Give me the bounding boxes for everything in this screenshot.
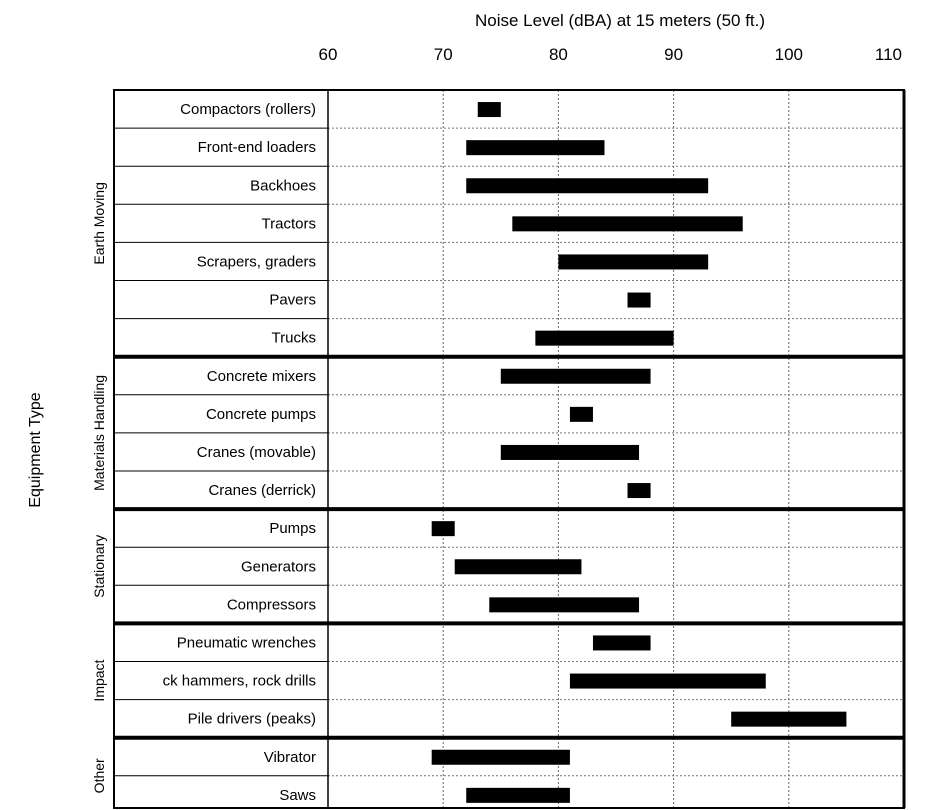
noise-range-bar: [454, 559, 582, 575]
noise-range-bar: [466, 140, 605, 156]
noise-range-bar: [558, 254, 709, 270]
group-label: Impact: [91, 659, 107, 701]
category-label: Compactors (rollers): [180, 101, 316, 118]
noise-range-bar: [500, 368, 651, 384]
category-label: Front-end loaders: [198, 139, 316, 156]
x-tick-label: 80: [549, 45, 568, 64]
category-label: Backhoes: [250, 177, 316, 194]
noise-range-bar: [731, 711, 847, 727]
plot-frame: [113, 89, 906, 809]
chart-title: Noise Level (dBA) at 15 meters (50 ft.): [475, 11, 765, 30]
noise-range-bar: [627, 483, 651, 499]
group-label: Materials Handling: [91, 375, 107, 491]
x-tick-label: 110: [875, 45, 902, 64]
equipment-rows: Compactors (rollers) Front-end loaders Bac…: [91, 101, 904, 804]
category-label: Concrete pumps: [206, 406, 316, 423]
y-axis-title: Equipment Type: [27, 392, 44, 507]
noise-range-bar: [466, 178, 709, 194]
x-tick-label: 100: [775, 45, 803, 64]
category-label: Generators: [241, 558, 316, 575]
group-label: Stationary: [91, 535, 107, 598]
noise-range-bar: [500, 444, 640, 460]
category-label: Vibrator: [264, 749, 316, 766]
category-label: Pile drivers (peaks): [188, 711, 316, 728]
noise-range-bar: [431, 521, 455, 537]
noise-range-bar: [431, 749, 570, 765]
noise-range-bars: [431, 102, 847, 803]
x-tick-labels: 60 70 80 90 100 110: [319, 45, 902, 64]
group-label: Earth Moving: [91, 182, 107, 264]
category-label: Scrapers, graders: [197, 253, 316, 270]
noise-range-bar: [466, 787, 570, 803]
category-label: Cranes (derrick): [208, 482, 316, 499]
group-label: Other: [91, 758, 107, 793]
category-label: Cranes (movable): [197, 444, 316, 461]
noise-range-bar: [489, 597, 640, 613]
category-label: Pneumatic wrenches: [177, 634, 316, 651]
x-tick-label: 90: [664, 45, 683, 64]
noise-range-bar: [569, 673, 766, 689]
category-label: Pumps: [269, 520, 316, 537]
noise-range-bar: [477, 102, 501, 118]
category-label: Compressors: [227, 596, 316, 613]
category-label: Concrete mixers: [207, 368, 316, 385]
noise-range-bar: [592, 635, 651, 651]
category-label: Saws: [279, 787, 316, 804]
x-tick-label: 70: [434, 45, 453, 64]
category-label: Pavers: [269, 292, 316, 309]
noise-range-bar: [535, 330, 674, 346]
noise-range-bar: [512, 216, 743, 232]
category-label: Tractors: [262, 215, 316, 232]
noise-range-bar: [569, 406, 593, 422]
category-label: Trucks: [272, 330, 316, 347]
x-tick-label: 60: [319, 45, 338, 64]
noise-range-bar: [627, 292, 651, 308]
category-label: ck hammers, rock drills: [163, 673, 316, 690]
